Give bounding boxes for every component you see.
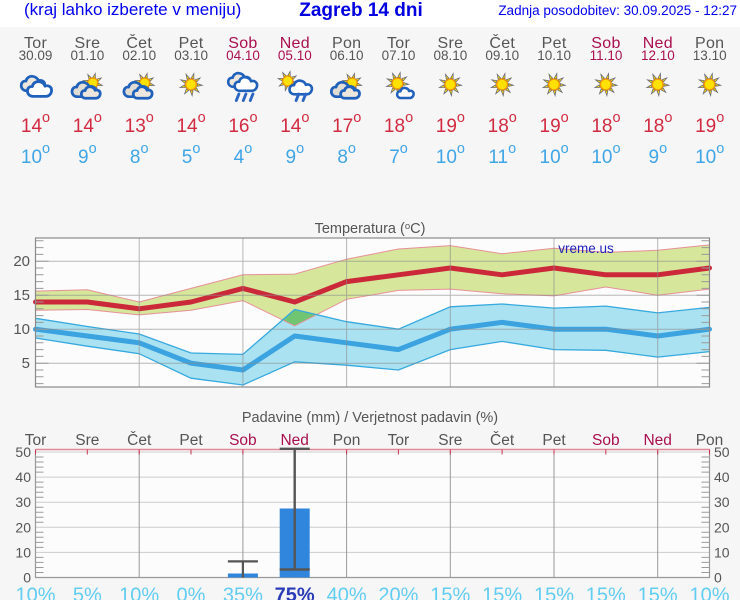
svg-text:vreme.us: vreme.us <box>558 241 614 256</box>
svg-text:Padavine (mm) / Verjetnost pad: Padavine (mm) / Verjetnost padavin (%) <box>242 410 498 426</box>
svg-text:20: 20 <box>15 519 31 535</box>
svg-text:5: 5 <box>22 355 30 372</box>
svg-text:50: 50 <box>714 444 730 460</box>
svg-text:15%: 15% <box>482 585 522 600</box>
svg-text:Ned: Ned <box>643 432 671 449</box>
svg-text:50: 50 <box>15 444 31 460</box>
svg-text:10%: 10% <box>689 585 729 600</box>
svg-text:Pet: Pet <box>179 432 203 449</box>
svg-text:10: 10 <box>15 544 31 560</box>
svg-text:0%: 0% <box>177 585 206 600</box>
svg-text:5%: 5% <box>73 585 102 600</box>
svg-text:40: 40 <box>15 469 31 485</box>
svg-text:10: 10 <box>13 321 30 338</box>
svg-text:Sre: Sre <box>75 432 99 449</box>
svg-text:Ned: Ned <box>280 432 308 449</box>
svg-text:Čet: Čet <box>127 432 152 449</box>
svg-text:15%: 15% <box>430 585 470 600</box>
svg-text:10%: 10% <box>119 585 159 600</box>
svg-text:15%: 15% <box>534 585 574 600</box>
svg-text:Sob: Sob <box>592 432 620 449</box>
svg-text:20: 20 <box>13 253 30 270</box>
svg-text:40%: 40% <box>327 585 367 600</box>
svg-text:30: 30 <box>15 494 31 510</box>
svg-text:15: 15 <box>13 287 30 304</box>
svg-text:30: 30 <box>714 494 730 510</box>
svg-text:0: 0 <box>23 570 31 586</box>
svg-text:10: 10 <box>714 544 730 560</box>
svg-text:Čet: Čet <box>490 432 515 449</box>
svg-text:Temperatura (oC): Temperatura (oC) <box>315 221 426 237</box>
svg-text:Sob: Sob <box>229 432 257 449</box>
svg-text:15%: 15% <box>638 585 678 600</box>
svg-text:15%: 15% <box>586 585 626 600</box>
svg-text:Pet: Pet <box>542 432 566 449</box>
svg-text:Tor: Tor <box>388 432 410 449</box>
svg-text:35%: 35% <box>223 585 263 600</box>
svg-text:Pon: Pon <box>333 432 361 449</box>
svg-text:0: 0 <box>714 570 722 586</box>
svg-text:Tor: Tor <box>25 432 47 449</box>
svg-text:10%: 10% <box>15 585 55 600</box>
svg-text:20%: 20% <box>378 585 418 600</box>
svg-text:20: 20 <box>714 519 730 535</box>
svg-text:75%: 75% <box>275 585 315 600</box>
svg-text:Pon: Pon <box>696 432 724 449</box>
svg-text:Sre: Sre <box>438 432 462 449</box>
svg-text:40: 40 <box>714 469 730 485</box>
